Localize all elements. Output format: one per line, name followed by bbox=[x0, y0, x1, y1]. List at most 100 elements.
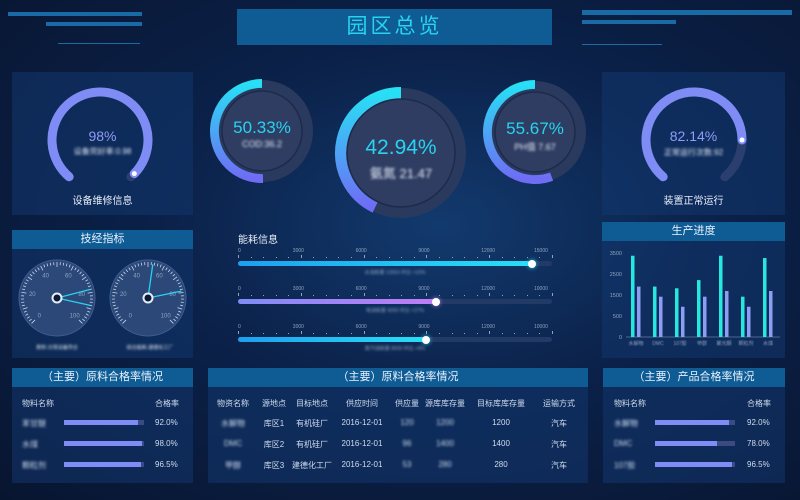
header-decoration bbox=[58, 43, 140, 44]
energy-tick bbox=[388, 295, 390, 296]
tech-title: 技经指标 bbox=[12, 230, 193, 249]
col-header: 目标库库存量 bbox=[477, 399, 525, 408]
dial-tick bbox=[85, 279, 89, 282]
x-tick-label: 甲醇 bbox=[697, 340, 707, 347]
energy-tick-label: 3000 bbox=[292, 286, 304, 292]
ring-inner bbox=[346, 98, 456, 208]
energy-tick bbox=[552, 293, 553, 296]
operation-arc-gauge bbox=[641, 87, 747, 182]
table-cell: 甲醇 bbox=[225, 461, 241, 470]
dial-tick bbox=[177, 307, 183, 310]
dial-tick bbox=[22, 307, 28, 310]
table-cell: DMC bbox=[223, 439, 243, 448]
col-header: 目标地点 bbox=[296, 399, 328, 408]
ring-inner bbox=[494, 91, 576, 173]
dial-tick-label: 20 bbox=[29, 292, 36, 298]
dial-tick bbox=[159, 264, 162, 268]
energy-tick bbox=[300, 293, 302, 296]
energy-tick bbox=[263, 257, 265, 258]
dial-tick bbox=[84, 316, 87, 319]
ring-inner bbox=[221, 90, 303, 172]
dial-tick bbox=[177, 282, 181, 285]
dial-tick bbox=[172, 276, 178, 281]
dial-tick bbox=[23, 310, 27, 313]
energy-tick bbox=[489, 255, 491, 258]
energy-tick bbox=[300, 331, 302, 334]
equipment-label: 设备维修信息 bbox=[72, 196, 133, 207]
dial-tick bbox=[137, 263, 140, 267]
energy-tick bbox=[376, 295, 378, 296]
energy-tick bbox=[552, 331, 553, 334]
energy-tick-label: 12000 bbox=[481, 324, 496, 330]
dial-tick bbox=[78, 319, 83, 324]
energy-tick-label: 0 bbox=[238, 286, 241, 292]
dial-tick bbox=[32, 271, 35, 275]
dial-hub bbox=[51, 292, 63, 304]
energy-tick-label: 9000 bbox=[418, 248, 430, 254]
operation-gauge-knob bbox=[739, 137, 745, 143]
dial-tick bbox=[37, 267, 40, 271]
dial-tick bbox=[113, 307, 119, 310]
energy-tick bbox=[363, 331, 365, 334]
energy-tick bbox=[288, 333, 290, 334]
bar-primary bbox=[741, 296, 745, 337]
bar-primary bbox=[763, 258, 767, 337]
rate-value: 92.0% bbox=[747, 418, 770, 427]
dial-tick-label: 80 bbox=[169, 292, 176, 298]
dial-tick bbox=[27, 276, 33, 281]
energy-fill bbox=[238, 337, 427, 342]
energy-tick bbox=[300, 255, 302, 258]
table-cell: 2016-12-01 bbox=[341, 439, 383, 448]
energy-tick bbox=[363, 255, 365, 258]
energy-tick-label: 0 bbox=[238, 324, 241, 330]
ring-sub: PH值 7.67 bbox=[514, 141, 556, 152]
dial-tick bbox=[112, 291, 118, 294]
rate-bar bbox=[655, 420, 735, 425]
ring-fill bbox=[483, 80, 554, 184]
energy-tick bbox=[539, 295, 541, 296]
energy-tick bbox=[489, 293, 491, 296]
table-cell: 建德化工厂 bbox=[292, 461, 332, 470]
energy-tick bbox=[438, 295, 440, 296]
energy-tick bbox=[338, 257, 340, 258]
energy-tick bbox=[401, 257, 403, 258]
equipment-panel: 98% 设备完好率:0.98 设备维修信息 bbox=[12, 72, 193, 215]
energy-tick bbox=[464, 257, 466, 258]
energy-tick bbox=[451, 295, 453, 296]
energy-tick bbox=[351, 295, 353, 296]
energy-tick bbox=[501, 257, 503, 258]
energy-caption: 蒸汽消耗量 8000 环比 +8% bbox=[364, 346, 426, 352]
x-tick-label: 水解物 bbox=[628, 340, 643, 347]
col-header: 物料名称 bbox=[22, 399, 54, 408]
y-tick-label: 500 bbox=[613, 314, 622, 320]
energy-tick bbox=[539, 333, 541, 334]
dial-tick bbox=[82, 318, 85, 322]
dial-tick bbox=[115, 282, 119, 285]
dial-tick bbox=[70, 265, 74, 271]
energy-tick bbox=[238, 255, 239, 258]
energy-tick bbox=[376, 333, 378, 334]
dial-tick bbox=[22, 288, 26, 291]
energy-tick bbox=[351, 257, 353, 258]
dial-tick bbox=[49, 262, 52, 266]
operation-label: 装置正常运行 bbox=[663, 196, 724, 207]
energy-tick bbox=[526, 257, 528, 258]
energy-tick-label: 15000 bbox=[534, 248, 548, 254]
dial-tick-label: 80 bbox=[78, 292, 85, 298]
ring-percent: 50.33% bbox=[233, 118, 291, 137]
rate-value: 96.5% bbox=[155, 460, 178, 469]
energy-tick bbox=[464, 295, 466, 296]
energy-tick bbox=[539, 257, 541, 258]
energy-tick bbox=[426, 293, 428, 296]
dial-tick bbox=[131, 265, 135, 271]
tech-dials: 0 20 40 60 80 100 0 20 40 60 80 100 bbox=[18, 259, 187, 337]
dial-tick bbox=[81, 273, 85, 277]
dial-tick bbox=[123, 271, 126, 275]
header-decoration bbox=[8, 12, 142, 16]
dial-tick bbox=[87, 285, 92, 288]
dial-tick bbox=[40, 265, 44, 271]
col-header: 物资名称 bbox=[217, 399, 249, 408]
energy-tick bbox=[250, 295, 252, 296]
energy-tick bbox=[526, 295, 528, 296]
dial-tick bbox=[21, 291, 27, 294]
